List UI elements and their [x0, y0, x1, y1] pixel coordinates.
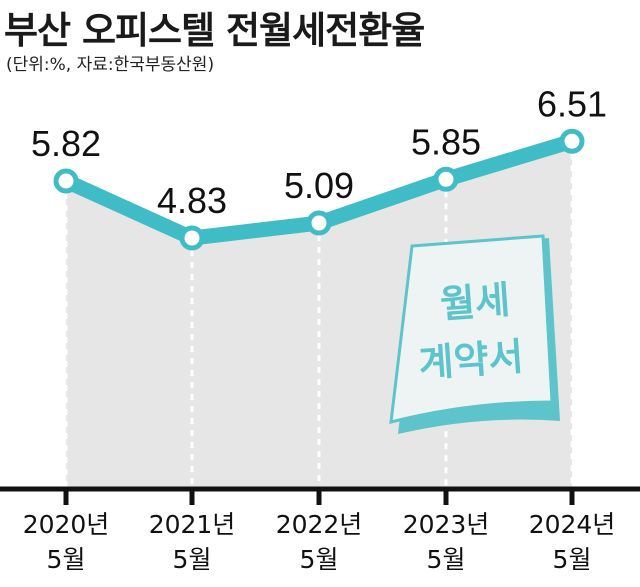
data-label: 5.85: [411, 121, 481, 162]
data-point: [433, 166, 459, 192]
data-label: 5.09: [284, 165, 354, 206]
x-tick-label: 2022년 5월: [276, 510, 363, 574]
note-text-line1: 월세: [439, 278, 512, 327]
x-tick-label: 2023년 5월: [403, 510, 490, 574]
data-points: [53, 128, 585, 251]
data-labels: 5.82 4.83 5.09 5.85 6.51: [31, 83, 607, 221]
x-tick-label: 2024년 5월: [529, 510, 616, 574]
x-tick-label: 2020년 5월: [23, 510, 110, 574]
data-label: 4.83: [157, 180, 227, 221]
data-point: [559, 128, 585, 154]
contract-note-illustration: 월세 계약서: [389, 234, 560, 434]
data-point: [179, 225, 205, 251]
note-text-line2: 계약서: [417, 334, 525, 385]
x-tick-labels: 2020년 5월 2021년 5월 2022년 5월 2023년 5월 2024년 5월: [23, 510, 616, 574]
note-card-front: [389, 234, 554, 424]
chart-title: 부산 오피스텔 전월세전환율: [4, 9, 425, 52]
x-tick-label: 2021년 5월: [149, 510, 236, 574]
data-label: 6.51: [537, 83, 607, 124]
x-ticks: [63, 489, 575, 505]
data-point: [306, 210, 332, 236]
data-point: [53, 168, 79, 194]
data-label: 5.82: [31, 123, 101, 164]
drop-lines: [64, 141, 574, 489]
chart-subtitle: (단위:%, 자료:한국부동산원): [6, 55, 215, 75]
